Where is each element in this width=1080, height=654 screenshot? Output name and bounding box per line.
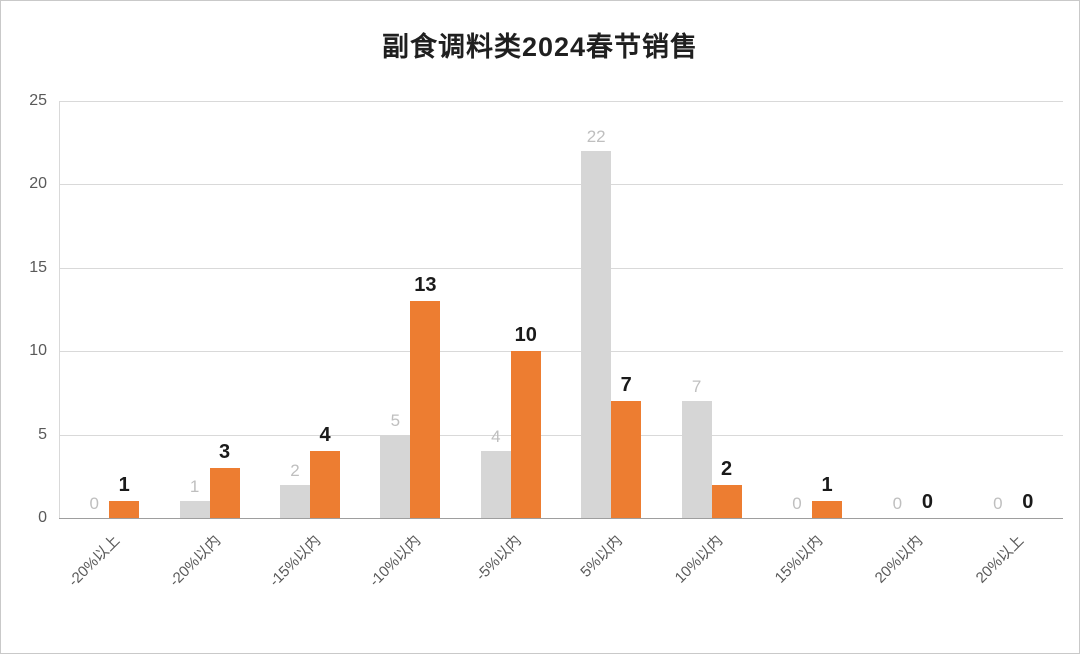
bar-series-gray — [380, 434, 411, 518]
value-label-series-gray: 4 — [491, 427, 501, 447]
value-label-series-gray: 0 — [892, 494, 903, 513]
bar-series-orange — [812, 501, 842, 518]
bar-series-gray — [179, 501, 210, 518]
value-label-series-gray: 1 — [189, 477, 200, 497]
bar-series-gray — [480, 451, 511, 518]
x-category-label-text: -20%以内 — [165, 532, 224, 591]
value-label-series-orange: 0 — [1022, 491, 1034, 513]
value-label-series-gray: 0 — [89, 494, 99, 513]
value-label-series-orange: 10 — [514, 324, 537, 347]
bar-series-orange — [310, 451, 340, 518]
value-label-series-gray: 7 — [691, 377, 702, 397]
y-tick-label: 0 — [38, 509, 47, 526]
x-category-label-text: 5%以内 — [576, 532, 626, 581]
bar-series-orange — [510, 351, 541, 518]
value-label-series-gray: 2 — [290, 460, 300, 480]
bar-series-orange — [410, 301, 441, 518]
y-tick-label: 10 — [29, 342, 47, 360]
bar-series-orange — [711, 484, 742, 518]
value-label-series-orange: 7 — [620, 374, 632, 397]
bar-series-orange — [209, 467, 240, 518]
x-axis-line — [59, 518, 1063, 519]
x-category-label-text: 15%以内 — [771, 532, 827, 587]
value-label-series-orange: 1 — [821, 474, 833, 497]
value-label-series-orange: 2 — [721, 457, 733, 480]
bar-series-orange — [109, 501, 140, 518]
bar-series-gray — [280, 484, 310, 518]
x-category-label-text: -15%以内 — [266, 532, 325, 591]
y-tick-label: 20 — [29, 175, 47, 193]
bar-series-gray — [681, 401, 712, 518]
value-label-series-gray: 0 — [792, 494, 802, 513]
value-label-series-orange: 0 — [921, 491, 933, 513]
y-tick-label: 25 — [29, 92, 47, 109]
x-category-label-text: -10%以内 — [366, 532, 425, 591]
x-category-label-text: 10%以内 — [671, 532, 726, 587]
value-label-series-orange: 1 — [118, 474, 130, 497]
gridline — [59, 267, 1063, 269]
value-label-series-gray: 0 — [993, 494, 1003, 513]
x-category-label-text: 20%以上 — [972, 532, 1027, 587]
chart-title: 副食调料类2024春节销售 — [381, 32, 699, 62]
x-category-label-text: -5%以内 — [472, 532, 525, 585]
gridline — [59, 184, 1063, 186]
y-tick-label: 15 — [29, 258, 47, 276]
y-tick-label: 5 — [38, 425, 47, 443]
y-axis-line — [59, 101, 60, 518]
value-label-series-orange: 3 — [219, 440, 231, 463]
value-label-series-orange: 4 — [319, 424, 331, 447]
bar-series-orange — [611, 401, 642, 518]
value-label-series-gray: 22 — [586, 127, 606, 147]
value-label-series-gray: 5 — [390, 410, 401, 430]
gridline — [59, 101, 1063, 102]
gridline — [59, 351, 1063, 353]
x-category-label-text: 20%以内 — [872, 532, 927, 587]
x-category-label-text: -20%以上 — [65, 532, 124, 591]
bar-series-gray — [581, 151, 612, 518]
value-label-series-orange: 13 — [414, 274, 437, 297]
gridline — [59, 434, 1063, 436]
